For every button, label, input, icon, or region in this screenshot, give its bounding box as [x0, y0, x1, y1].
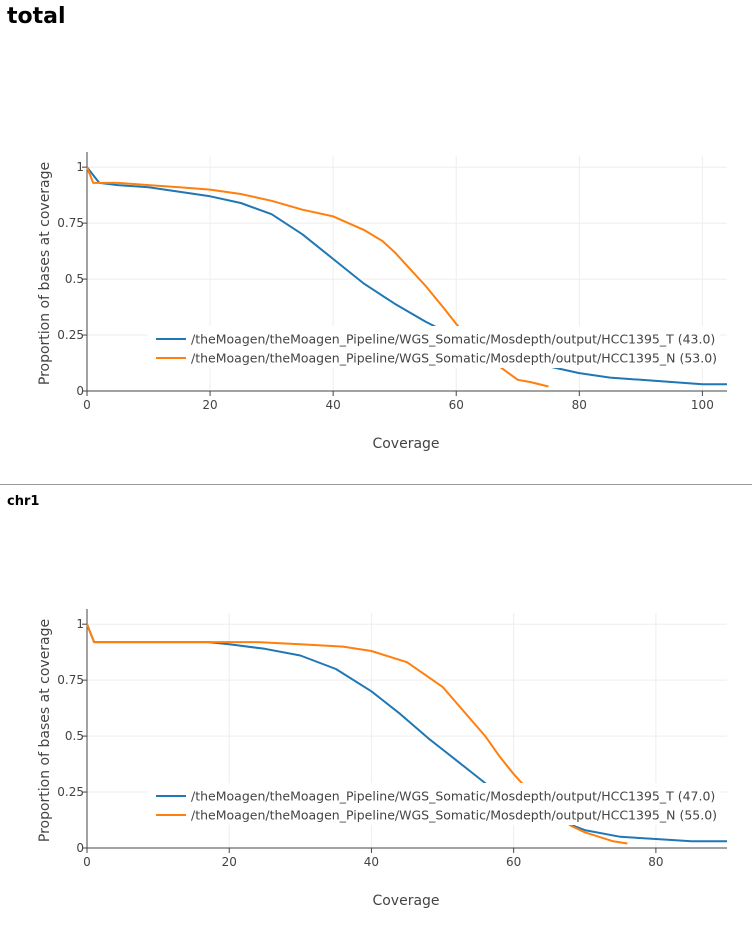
- x-tick-label: 60: [506, 855, 521, 869]
- x-tick-label: 60: [449, 398, 464, 412]
- legend[interactable]: /theMoagen/theMoagen_Pipeline/WGS_Somati…: [148, 326, 720, 368]
- legend-label[interactable]: /theMoagen/theMoagen_Pipeline/WGS_Somati…: [191, 351, 717, 366]
- y-tick-label: 0: [76, 841, 84, 855]
- y-tick-label: 1: [76, 617, 84, 631]
- legend-label[interactable]: /theMoagen/theMoagen_Pipeline/WGS_Somati…: [191, 789, 715, 804]
- x-tick-label: 100: [691, 398, 714, 412]
- series-line-tumor[interactable]: [86, 623, 727, 843]
- section-title-chr1: chr1: [7, 494, 40, 509]
- y-tick-label: 0.5: [65, 729, 84, 743]
- x-tick-label: 20: [202, 398, 217, 412]
- section-divider: [0, 484, 752, 485]
- x-tick-label: 80: [648, 855, 663, 869]
- legend-background: [148, 326, 720, 368]
- x-tick-label: 20: [222, 855, 237, 869]
- series-line-normal[interactable]: [86, 623, 628, 845]
- legend[interactable]: /theMoagen/theMoagen_Pipeline/WGS_Somati…: [148, 783, 720, 825]
- section-title-total: total: [7, 4, 66, 29]
- y-tick-label: 0.25: [57, 328, 84, 342]
- x-tick-label: 40: [326, 398, 341, 412]
- y-tick-label: 0.25: [57, 785, 84, 799]
- x-tick-label: 40: [364, 855, 379, 869]
- y-axis-title: Proportion of bases at coverage: [37, 619, 53, 842]
- y-tick-label: 0.75: [57, 216, 84, 230]
- x-tick-label: 80: [572, 398, 587, 412]
- x-axis-title: Coverage: [372, 893, 439, 909]
- legend-label[interactable]: /theMoagen/theMoagen_Pipeline/WGS_Somati…: [191, 808, 717, 823]
- legend-background: [148, 783, 720, 825]
- coverage-chart-chr1[interactable]: 0 20 40 60 80 0 0.25 0.5 0.75 1 Coverage Proportion…: [0, 597, 752, 927]
- y-tick-label: 0: [76, 384, 84, 398]
- y-tick-label: 0.75: [57, 673, 84, 687]
- x-tick-label: 0: [83, 398, 91, 412]
- y-tick-label: 0.5: [65, 272, 84, 286]
- x-axis-title: Coverage: [372, 436, 439, 452]
- coverage-chart-total[interactable]: 0 20 40 60 80 100 0 0.25 0.5 0.75 1 Coverage Proport…: [0, 140, 752, 470]
- y-axis-title: Proportion of bases at coverage: [37, 162, 53, 385]
- series-line-tumor[interactable]: [86, 166, 727, 386]
- series-lines: [86, 623, 727, 845]
- y-tick-label: 1: [76, 160, 84, 174]
- legend-label[interactable]: /theMoagen/theMoagen_Pipeline/WGS_Somati…: [191, 332, 715, 347]
- x-tick-label: 0: [83, 855, 91, 869]
